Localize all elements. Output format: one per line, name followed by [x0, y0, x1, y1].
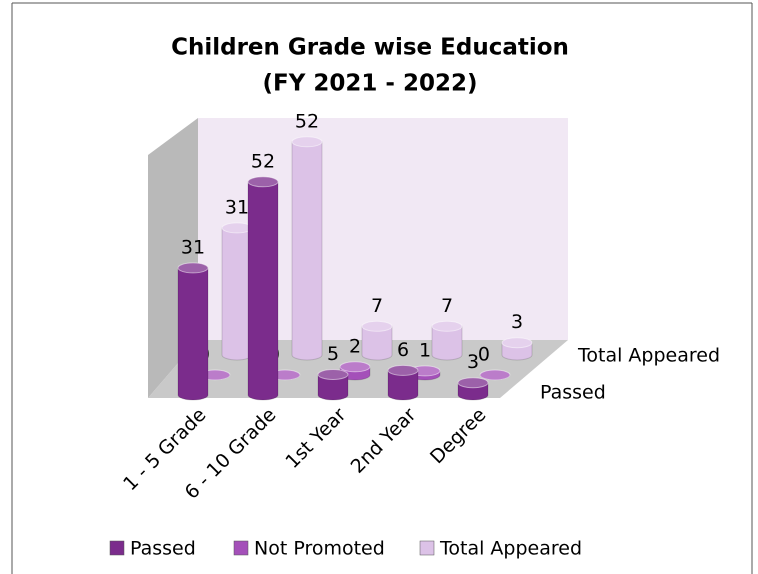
data-label: 7 [371, 295, 383, 317]
data-label: 3 [511, 311, 523, 333]
cylinder-top-shine [318, 369, 348, 380]
legend-label: Passed [130, 538, 196, 560]
data-label: 52 [251, 150, 275, 172]
cylinder-top [457, 377, 489, 389]
cylinder-top-shine [362, 321, 392, 332]
legend-label: Total Appeared [439, 538, 582, 560]
cylinder-top-shine [388, 365, 418, 376]
data-label: 5 [327, 343, 339, 365]
cylinder [317, 374, 349, 401]
data-label: 0 [478, 344, 490, 366]
data-label: 31 [225, 196, 249, 218]
chart-title: Children Grade wise Education [171, 35, 569, 61]
legend-swatch [109, 540, 125, 556]
cylinder-top-shine [502, 337, 532, 348]
cylinder-top-shine [292, 136, 322, 147]
cylinder [177, 267, 209, 401]
cylinder-top [361, 320, 393, 332]
data-label: 7 [441, 295, 453, 317]
back-wall [198, 118, 568, 340]
x-tick-label: 2nd Year [347, 404, 421, 478]
cylinder-top [501, 337, 533, 349]
cylinder-top [177, 262, 209, 274]
depth-label: Passed [540, 382, 606, 404]
legend-label: Not Promoted [254, 538, 385, 560]
data-label: 52 [295, 110, 319, 132]
chart-subtitle: (FY 2021 - 2022) [263, 71, 478, 97]
data-label: 6 [397, 339, 409, 361]
cylinder-top [317, 369, 349, 380]
cylinder-top-shine [432, 321, 462, 332]
cylinder-top [387, 364, 419, 376]
cylinder [431, 325, 463, 361]
cylinder [387, 369, 419, 401]
cylinder-top-shine [340, 361, 370, 372]
cylinder [291, 141, 323, 361]
depth-label: Total Appeared [577, 345, 720, 367]
cylinder [361, 325, 393, 361]
cylinder-top-shine [178, 262, 208, 273]
cylinder-top-shine [222, 222, 252, 233]
x-tick-label: Degree [426, 404, 490, 468]
data-label: 3 [467, 351, 479, 373]
cylinder-top-shine [248, 176, 278, 187]
cylinder-top-shine [480, 370, 510, 380]
cylinder-top [431, 320, 463, 332]
cylinder-top [291, 136, 323, 148]
cylinder-top [339, 361, 371, 373]
cylinder [247, 181, 279, 401]
legend-swatch [419, 540, 435, 556]
data-label: 31 [181, 236, 205, 258]
x-tick-label: 1st Year [281, 404, 350, 473]
cylinder-top [479, 369, 511, 381]
cylinder-top-shine [458, 377, 488, 388]
legend-swatch [233, 540, 249, 556]
cylinder-top [247, 176, 279, 188]
data-label: 2 [349, 335, 361, 357]
data-label: 1 [419, 339, 431, 361]
